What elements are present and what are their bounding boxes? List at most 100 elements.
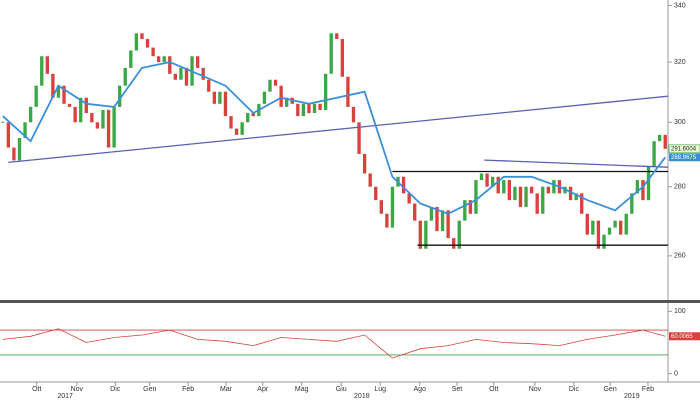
candle: [580, 193, 584, 214]
candle: [212, 91, 216, 104]
candle: [118, 85, 122, 107]
candle: [40, 56, 44, 86]
candle: [173, 73, 178, 80]
candle: [234, 128, 239, 135]
candle: [6, 122, 11, 148]
candle: [613, 220, 617, 228]
rsi-tag: [669, 332, 700, 341]
candle: [479, 173, 484, 181]
candle: [195, 56, 200, 68]
candle: [568, 186, 573, 201]
candle: [112, 106, 116, 148]
candle: [106, 109, 111, 148]
candle: [652, 141, 656, 167]
candle: [156, 56, 161, 63]
candle: [524, 186, 528, 207]
candle: [541, 186, 545, 214]
x-tick-label: Mag: [295, 386, 309, 393]
candle: [134, 33, 139, 51]
x-tick-label: Apr: [257, 386, 269, 393]
candle: [490, 176, 495, 187]
x-tick-label: Dic: [110, 386, 121, 393]
candle: [95, 122, 100, 129]
x-tick-label: Lug: [374, 386, 386, 393]
candle: [23, 122, 27, 138]
candle: [17, 137, 22, 161]
candle: [646, 166, 651, 201]
candle: [574, 193, 578, 201]
candle: [223, 91, 228, 117]
candle: [67, 103, 72, 107]
price-tag: [668, 144, 700, 154]
candle: [207, 79, 211, 92]
candle: [529, 186, 534, 194]
candle: [635, 180, 640, 194]
candle: [429, 206, 434, 221]
x-tick-label: Mar: [220, 386, 233, 393]
x-tick-label: Gen: [603, 386, 616, 393]
candle: [591, 220, 595, 235]
x-tick-label: Gen: [143, 386, 156, 393]
candle: [463, 200, 467, 221]
candle: [468, 200, 473, 214]
candle: [457, 220, 461, 249]
candle: [390, 186, 395, 228]
x-tick-label: Giu: [336, 386, 347, 393]
candle: [585, 213, 589, 235]
candle: [474, 180, 478, 214]
candle: [179, 67, 183, 80]
candle: [140, 33, 144, 40]
rsi-line: [2, 328, 666, 359]
y-tick-label: 300: [674, 119, 686, 126]
candle: [413, 203, 417, 221]
candle: [424, 220, 428, 249]
candle: [90, 113, 94, 123]
y-tick-label: 0: [674, 370, 678, 377]
x-tick-label: Ott: [32, 386, 41, 393]
trend-line: [8, 95, 669, 164]
candle: [45, 56, 49, 74]
candle: [607, 227, 612, 235]
candle: [12, 147, 16, 161]
candle: [368, 173, 372, 187]
candle: [518, 186, 523, 207]
candle: [502, 180, 506, 194]
candle: [507, 180, 512, 201]
candle: [51, 73, 55, 98]
rsi-tag-label: 60.0065: [671, 334, 693, 340]
price-tag-label: 291.6004: [671, 146, 697, 152]
candle: [229, 116, 233, 129]
year-label: 2019: [624, 393, 640, 400]
candle: [268, 79, 272, 92]
moving-average: [2, 61, 666, 215]
candle: [596, 220, 601, 249]
candle: [218, 91, 222, 104]
x-tick-label: Ago: [413, 386, 426, 393]
y-tick-label: 100: [674, 308, 686, 315]
candle: [435, 206, 439, 232]
candle: [496, 176, 500, 194]
candle: [351, 106, 356, 123]
panel-separator: [0, 300, 700, 303]
y-tick-label: 260: [674, 253, 686, 260]
candle: [546, 186, 550, 194]
candle: [357, 122, 361, 154]
candle: [262, 91, 267, 104]
x-tick-label: Feb: [182, 386, 194, 393]
candle: [285, 97, 289, 107]
candle: [240, 122, 244, 135]
candle: [123, 67, 127, 86]
y-tick-label: 320: [674, 59, 686, 66]
candle: [362, 153, 367, 174]
candle: [641, 180, 645, 201]
candle: [657, 134, 662, 142]
candle: [34, 85, 38, 107]
x-tick-label: Nov: [71, 386, 84, 393]
candle: [552, 180, 556, 194]
candle: [312, 103, 317, 114]
candle: [301, 103, 306, 117]
x-tick-label: Nov: [529, 386, 542, 393]
candle: [513, 186, 517, 201]
